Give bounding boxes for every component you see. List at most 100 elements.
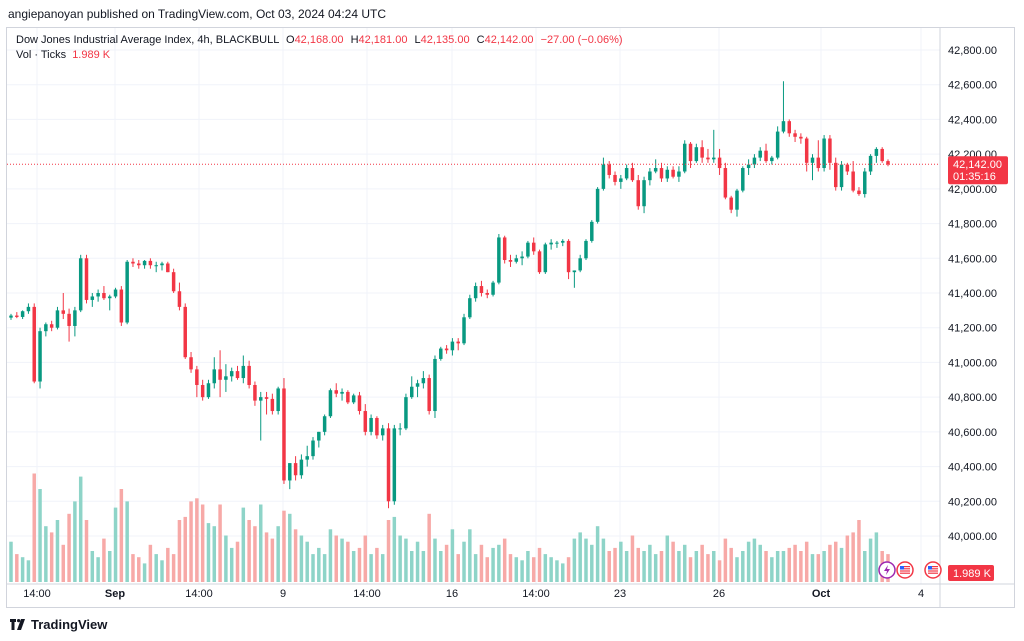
candle-body: [410, 386, 414, 398]
candle-body: [613, 174, 617, 182]
volume-bar: [485, 557, 489, 582]
candle-body: [218, 369, 222, 380]
volume-bar: [15, 554, 19, 582]
time-tick-label: 14:00: [23, 588, 51, 600]
volume-bar: [648, 544, 652, 582]
candle-body: [334, 390, 338, 394]
flag-stripe: [900, 566, 910, 568]
volume-bar: [868, 538, 873, 582]
volume-bar: [804, 541, 809, 582]
time-tick-label: 14:00: [353, 588, 381, 600]
volume-bar: [526, 551, 530, 582]
volume-bar: [845, 535, 850, 582]
volume-bar: [84, 520, 89, 582]
candle-body: [131, 261, 135, 264]
candle-body: [508, 260, 513, 262]
candle-body: [561, 240, 565, 243]
candle-body: [427, 378, 431, 412]
volume-bar: [253, 526, 257, 582]
footer-brand-label: TradingView: [31, 617, 108, 632]
footer-brand[interactable]: TradingView: [10, 617, 107, 632]
candle-body: [735, 190, 739, 210]
candle-body: [456, 341, 460, 344]
volume-bar: [613, 547, 617, 582]
candle-body: [624, 168, 629, 179]
volume-bar: [584, 538, 588, 582]
volume-row: Vol · Ticks 1.989 K: [16, 48, 623, 63]
volume-label: Vol · Ticks: [16, 49, 67, 61]
candle-body: [526, 242, 530, 257]
candle-body: [415, 383, 420, 387]
candle-body: [229, 371, 234, 377]
open-value: 42,168.00: [294, 34, 344, 46]
symbol-title: Dow Jones Industrial Average Index, 4h, …: [16, 34, 279, 46]
candle-body: [328, 390, 333, 417]
volume-bar: [665, 535, 670, 582]
volume-bar: [107, 551, 112, 582]
volume-bar: [816, 554, 821, 582]
candle-body: [276, 388, 280, 412]
candle-body: [311, 440, 315, 457]
candle-body: [171, 272, 176, 292]
volume-bar: [49, 532, 54, 582]
volume-bar: [154, 554, 158, 582]
price-tick-label: 40,200.00: [948, 496, 997, 508]
candle-body: [206, 383, 211, 398]
volume-bar: [491, 547, 495, 582]
candle-body: [712, 157, 716, 160]
candle-body: [468, 298, 472, 318]
volume-bar: [334, 535, 338, 582]
flag-stripe: [928, 566, 938, 568]
candle-body: [462, 317, 466, 344]
volume-bar: [851, 532, 855, 582]
lightning-event-icon: [878, 561, 896, 579]
price-tick-label: 40,800.00: [948, 392, 997, 404]
us-flag-event-icon: [924, 561, 942, 579]
candle-body: [386, 428, 391, 502]
candle-body: [200, 384, 205, 398]
candles: [9, 81, 890, 509]
volume-bar: [793, 544, 797, 582]
candle-body: [886, 161, 890, 165]
candle-body: [630, 168, 635, 181]
volume-bar: [270, 538, 275, 582]
candle-body: [642, 180, 646, 207]
low-label: L: [414, 34, 421, 46]
candle-body: [502, 237, 507, 261]
candle-body: [73, 310, 77, 326]
low-value: 42,135.00: [420, 34, 470, 46]
volume-bar: [392, 516, 397, 582]
candle-body: [433, 358, 437, 412]
volume-bar: [293, 529, 298, 582]
candle-body: [84, 258, 89, 300]
time-tick-label: 14:00: [185, 588, 213, 600]
candle-body: [351, 395, 356, 403]
candle-body: [665, 169, 670, 179]
candle-body: [851, 171, 855, 191]
volume-bar: [787, 547, 792, 582]
price-tick-label: 41,600.00: [948, 253, 997, 265]
volume-bar: [822, 551, 826, 582]
candle-body: [96, 293, 100, 297]
price-tick-label: 42,000.00: [948, 184, 997, 196]
volume-bar: [514, 557, 519, 582]
volume-bar: [810, 554, 815, 582]
volume-bar: [508, 554, 513, 582]
candle-body: [839, 164, 844, 188]
volume-bar: [462, 541, 466, 582]
volume-bar: [26, 560, 31, 582]
volume-bar: [224, 535, 228, 582]
candle-body: [555, 242, 559, 244]
candle-body: [804, 138, 809, 163]
candle-body: [212, 369, 217, 384]
volume-bar: [863, 551, 867, 582]
candle-body: [758, 150, 762, 158]
candle-body: [584, 240, 588, 259]
candle-body: [590, 221, 594, 241]
candle-body: [195, 369, 199, 385]
volume-bar: [317, 547, 321, 582]
candle-body: [288, 463, 292, 481]
candle-body: [543, 244, 548, 273]
volume-bar: [636, 547, 641, 582]
